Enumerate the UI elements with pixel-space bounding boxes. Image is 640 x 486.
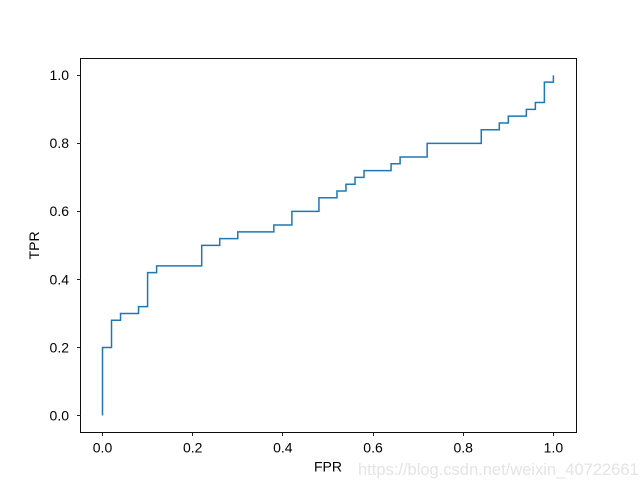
svg-text:0.4: 0.4 — [273, 440, 293, 456]
svg-text:0.0: 0.0 — [50, 407, 70, 423]
svg-text:0.4: 0.4 — [50, 271, 70, 287]
svg-text:0.0: 0.0 — [93, 440, 113, 456]
svg-text:https://blog.csdn.net/weixin_4: https://blog.csdn.net/weixin_40722661 — [358, 461, 639, 479]
svg-text:0.6: 0.6 — [363, 440, 383, 456]
svg-text:TPR: TPR — [26, 231, 42, 259]
svg-text:0.6: 0.6 — [50, 203, 70, 219]
svg-text:0.8: 0.8 — [453, 440, 473, 456]
svg-text:1.0: 1.0 — [50, 67, 70, 83]
svg-text:1.0: 1.0 — [544, 440, 564, 456]
svg-text:0.2: 0.2 — [183, 440, 203, 456]
svg-text:0.8: 0.8 — [50, 135, 70, 151]
svg-text:FPR: FPR — [314, 459, 342, 475]
svg-text:0.2: 0.2 — [50, 339, 70, 355]
